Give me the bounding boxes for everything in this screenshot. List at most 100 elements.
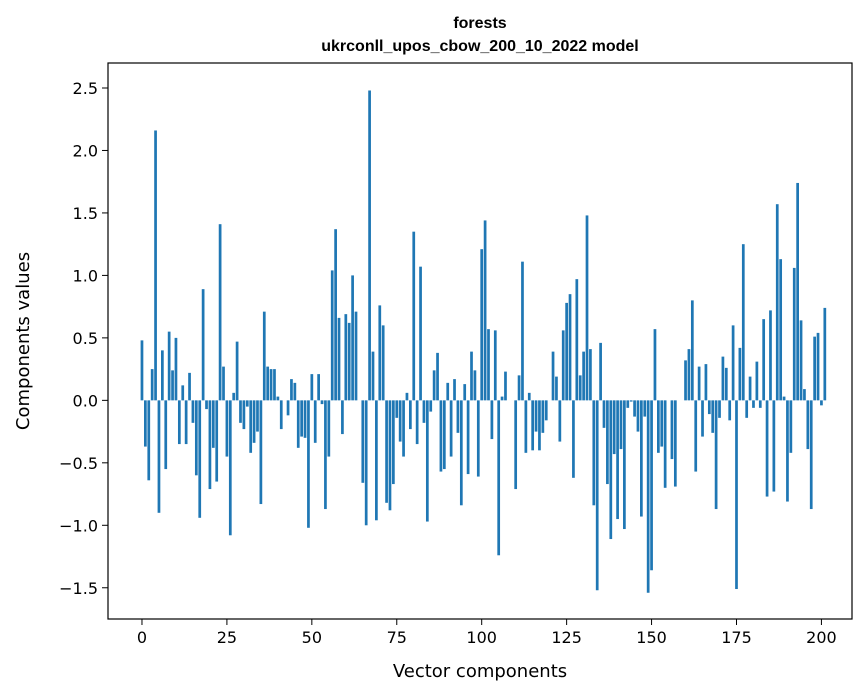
- bar: [194, 400, 198, 476]
- bar: [561, 330, 565, 401]
- bar: [697, 366, 701, 401]
- bar: [307, 400, 310, 528]
- bar: [368, 90, 371, 401]
- bar: [487, 329, 490, 401]
- bar: [493, 330, 497, 401]
- chart-title: forests: [453, 15, 506, 32]
- bar: [296, 400, 300, 448]
- bar: [262, 311, 266, 401]
- bar: [643, 400, 647, 417]
- bar: [147, 400, 151, 481]
- bar: [225, 400, 229, 457]
- bar: [796, 182, 799, 401]
- bar: [419, 266, 422, 401]
- bar: [449, 400, 453, 457]
- bar: [758, 400, 762, 408]
- bar: [242, 400, 246, 430]
- bar: [439, 400, 443, 472]
- bar: [245, 400, 249, 407]
- x-axis-ticks: 0 25 50 75 100 125 150 175 200: [137, 619, 837, 647]
- bar: [599, 342, 602, 401]
- bar: [589, 349, 592, 401]
- bar: [728, 400, 732, 421]
- bar: [276, 396, 280, 401]
- y-tick-label: 0.5: [73, 329, 98, 348]
- bar: [310, 374, 314, 401]
- bar: [205, 400, 208, 410]
- plot-frame: [107, 62, 853, 620]
- y-axis-label: Components values: [13, 252, 34, 430]
- bar: [684, 360, 687, 401]
- bar: [364, 400, 368, 526]
- bar: [476, 400, 480, 477]
- bar: [636, 400, 640, 432]
- bar: [208, 400, 212, 490]
- bar: [375, 400, 378, 521]
- chart-subtitle: ukrconll_upos_cbow_200_10_2022 model: [321, 38, 638, 55]
- bar: [524, 400, 528, 453]
- bar: [150, 369, 154, 401]
- bar: [572, 400, 575, 478]
- x-tick-label: 175: [721, 628, 752, 647]
- y-tick-label: −0.5: [59, 454, 98, 473]
- bar: [538, 400, 541, 451]
- bar: [752, 400, 755, 408]
- bar: [395, 400, 399, 418]
- bar: [629, 400, 633, 402]
- bar: [820, 400, 823, 406]
- bar: [711, 400, 715, 433]
- bar: [463, 384, 467, 401]
- bar: [222, 366, 225, 401]
- bar: [422, 400, 426, 423]
- bar: [425, 400, 429, 522]
- bar: [154, 130, 157, 401]
- bar: [470, 351, 473, 401]
- bar: [789, 400, 793, 453]
- bar: [371, 351, 375, 401]
- bar: [741, 244, 745, 401]
- x-tick-label: 25: [217, 628, 237, 647]
- bar: [606, 400, 609, 485]
- bar: [646, 400, 650, 593]
- bar: [164, 400, 168, 470]
- bar: [398, 400, 402, 442]
- bar: [161, 350, 164, 401]
- bar: [653, 329, 657, 401]
- bar: [429, 400, 433, 412]
- bar: [259, 400, 263, 505]
- bar: [317, 374, 320, 401]
- bar: [704, 364, 708, 401]
- bar: [612, 400, 616, 455]
- bar: [551, 351, 555, 401]
- bar: [690, 300, 694, 401]
- y-tick-label: 1.0: [73, 266, 98, 285]
- bar: [290, 379, 293, 401]
- bar: [239, 400, 242, 423]
- bar: [140, 340, 144, 401]
- bar: [191, 400, 195, 423]
- bar: [313, 400, 317, 443]
- y-tick-label: 2.5: [73, 79, 98, 98]
- bar: [660, 400, 664, 447]
- bars-group: [140, 90, 827, 593]
- bar: [555, 376, 558, 401]
- bar: [344, 314, 348, 401]
- bar: [687, 349, 691, 401]
- bar: [361, 400, 365, 483]
- bar: [707, 400, 711, 415]
- bar: [218, 224, 222, 401]
- bar: [337, 317, 341, 401]
- y-tick-label: 0.0: [73, 391, 98, 410]
- bar: [184, 400, 188, 445]
- bar: [324, 400, 327, 510]
- bar: [650, 400, 653, 571]
- bar: [334, 229, 337, 401]
- bar: [792, 267, 796, 401]
- bar: [405, 392, 409, 401]
- bar: [527, 392, 531, 401]
- bar: [531, 400, 535, 451]
- bar: [755, 361, 759, 401]
- bar: [718, 400, 721, 418]
- bar: [446, 382, 450, 401]
- x-tick-label: 125: [551, 628, 582, 647]
